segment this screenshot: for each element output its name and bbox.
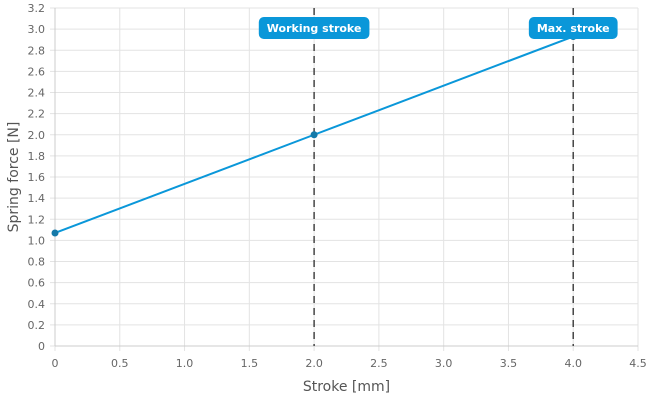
- x-tick-label: 1.5: [241, 357, 259, 370]
- y-tick-label: 1.4: [28, 192, 46, 205]
- x-tick-label: 4.5: [629, 357, 647, 370]
- y-tick-label: 0.2: [28, 319, 46, 332]
- x-tick-label: 0.5: [111, 357, 129, 370]
- x-tick-label: 3.5: [500, 357, 518, 370]
- x-tick-label: 1.0: [176, 357, 194, 370]
- y-tick-label: 1.8: [28, 150, 46, 163]
- x-tick-label: 2.0: [305, 357, 323, 370]
- annotation-label: Max. stroke: [537, 22, 610, 35]
- y-tick-label: 1.6: [28, 171, 46, 184]
- y-tick-label: 0: [38, 340, 45, 353]
- x-tick-label: 3.0: [435, 357, 453, 370]
- annotation-label: Working stroke: [267, 22, 362, 35]
- y-tick-label: 3.0: [28, 23, 46, 36]
- y-tick-label: 0.6: [28, 277, 46, 290]
- annotation-label-box: [258, 17, 370, 39]
- y-tick-label: 3.2: [28, 2, 46, 15]
- x-tick-label: 0: [52, 357, 59, 370]
- annotation-label-box: [528, 17, 618, 39]
- x-tick-label: 4.0: [564, 357, 582, 370]
- y-tick-label: 2.8: [28, 44, 46, 57]
- y-tick-label: 0.8: [28, 256, 46, 269]
- y-tick-label: 1.2: [28, 213, 46, 226]
- y-axis-label: Spring force [N]: [6, 122, 22, 233]
- x-axis-label: Stroke [mm]: [303, 379, 390, 395]
- data-point: [310, 131, 318, 139]
- y-tick-label: 1.0: [28, 234, 46, 247]
- y-tick-label: 2.0: [28, 129, 46, 142]
- y-tick-label: 2.4: [28, 87, 46, 100]
- data-point: [51, 229, 59, 237]
- x-tick-label: 2.5: [370, 357, 388, 370]
- y-tick-label: 2.2: [28, 108, 46, 121]
- y-tick-label: 0.4: [28, 298, 46, 311]
- y-tick-label: 2.6: [28, 65, 46, 78]
